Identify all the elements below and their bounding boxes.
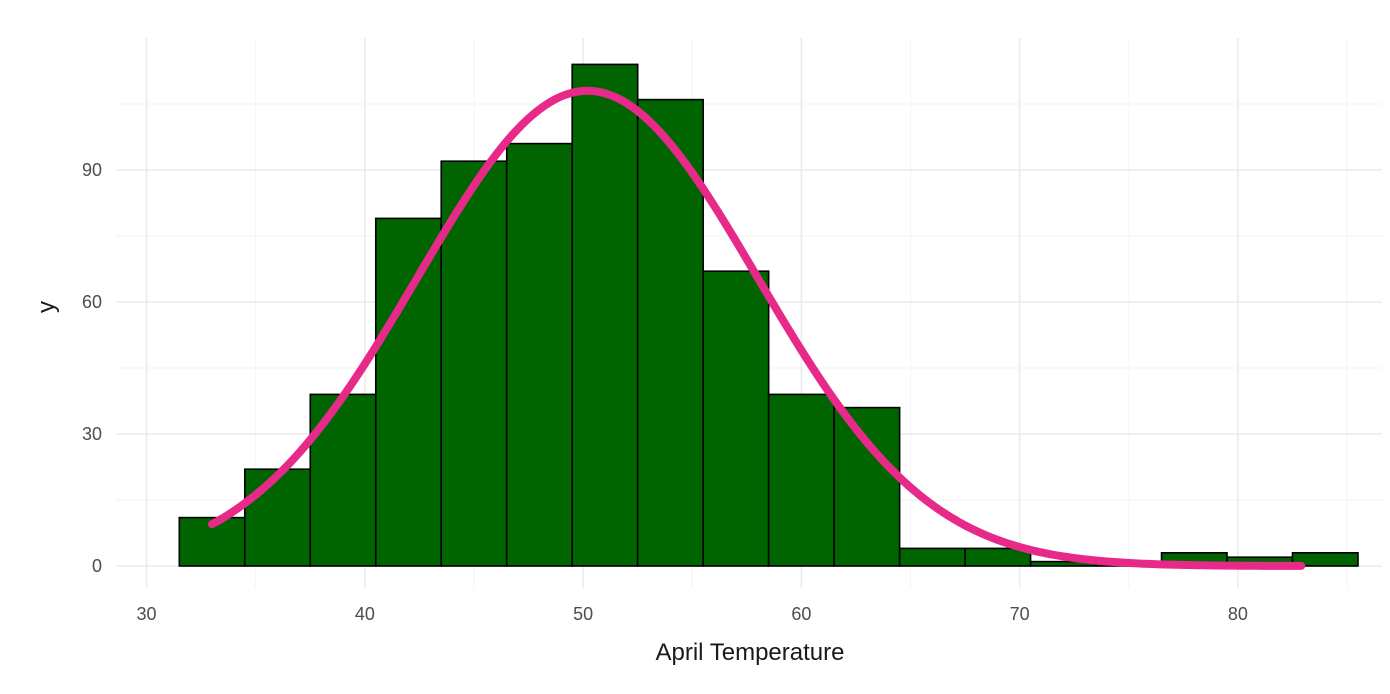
x-tick-label: 80 xyxy=(1228,604,1248,624)
y-tick-label: 90 xyxy=(82,160,102,180)
x-tick-label: 50 xyxy=(573,604,593,624)
x-tick-label: 30 xyxy=(137,604,157,624)
y-tick-label: 0 xyxy=(92,556,102,576)
y-tick-label: 30 xyxy=(82,424,102,444)
y-axis-title: y xyxy=(33,301,60,313)
histogram-bar xyxy=(374,217,443,567)
y-tick-label: 60 xyxy=(82,292,102,312)
x-axis-tick-labels: 30 40 50 60 70 80 xyxy=(137,604,1248,624)
histogram-bar xyxy=(964,547,1032,567)
histogram-bar xyxy=(898,547,966,567)
x-axis-title: April Temperature xyxy=(656,639,845,666)
histogram-bar xyxy=(1291,551,1359,567)
histogram-bar xyxy=(505,142,573,567)
histogram-bar xyxy=(309,393,377,567)
histogram-bar xyxy=(767,393,835,567)
histogram-bar xyxy=(702,270,770,567)
density-curve xyxy=(208,86,1306,570)
histogram-bars xyxy=(178,63,1359,567)
x-tick-label: 40 xyxy=(355,604,375,624)
y-axis-tick-labels: 0 30 60 90 xyxy=(82,160,102,576)
histogram-bar xyxy=(833,406,901,567)
histogram-bar xyxy=(243,468,312,567)
x-tick-label: 60 xyxy=(791,604,811,624)
histogram-bar xyxy=(440,160,508,567)
histogram-bar xyxy=(571,63,639,567)
x-tick-label: 70 xyxy=(1010,604,1030,624)
